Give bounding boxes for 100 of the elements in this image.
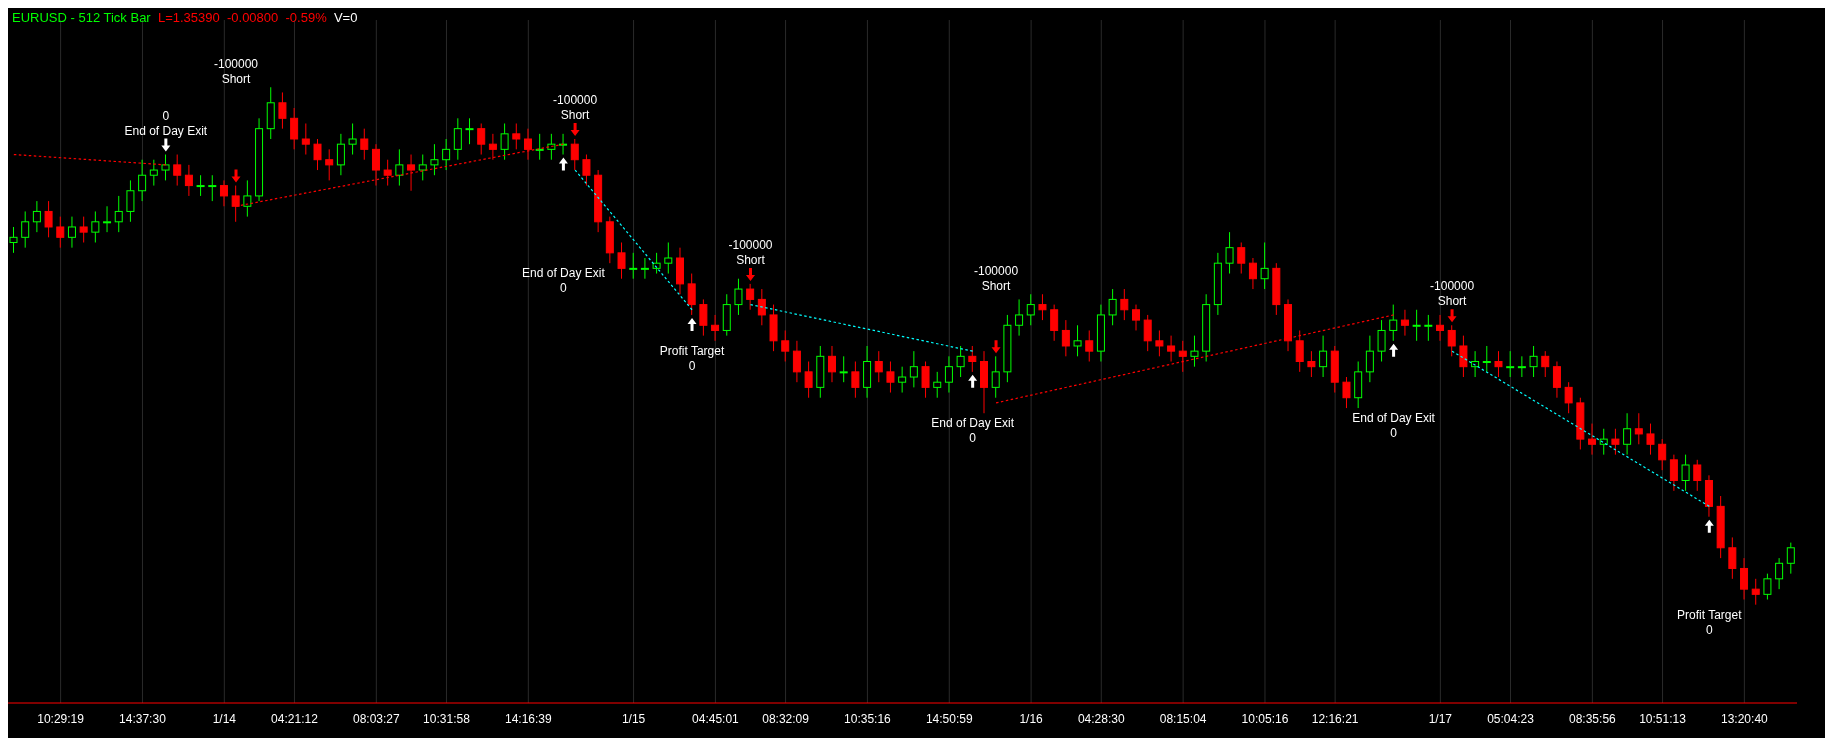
text: V=0 bbox=[332, 10, 358, 25]
candlestick bbox=[640, 257, 649, 280]
annotation: Profit Target 0 bbox=[659, 343, 725, 373]
candlestick bbox=[278, 91, 287, 130]
annotation: -100000 Short bbox=[1430, 279, 1475, 309]
candlestick bbox=[1365, 335, 1374, 383]
candlestick bbox=[1459, 335, 1468, 378]
candlestick bbox=[126, 179, 135, 223]
candlestick bbox=[1681, 454, 1690, 492]
candlestick bbox=[1073, 324, 1082, 357]
candlestick bbox=[1178, 340, 1187, 373]
candlestick bbox=[1225, 231, 1234, 275]
candlestick bbox=[1482, 345, 1491, 373]
x-tick-label: 08:32:09 bbox=[762, 712, 810, 726]
candlestick bbox=[1471, 350, 1480, 378]
candlestick bbox=[1190, 335, 1199, 368]
candlestick bbox=[56, 216, 65, 249]
candlestick bbox=[1143, 314, 1152, 352]
candlestick bbox=[1377, 319, 1386, 362]
chart-subtitle: L=1.35390 -0.00800 -0.59% bbox=[156, 10, 327, 25]
candlestick bbox=[32, 200, 41, 233]
candlestick bbox=[886, 361, 895, 394]
candlestick bbox=[956, 345, 965, 378]
candlestick bbox=[1155, 329, 1164, 357]
candlestick bbox=[103, 205, 112, 233]
candlestick bbox=[1237, 241, 1246, 275]
candlestick bbox=[1693, 459, 1702, 492]
candlestick bbox=[1132, 304, 1141, 331]
x-tick-label: 1/17 bbox=[1428, 712, 1453, 726]
candlestick bbox=[1751, 578, 1760, 606]
x-tick-label: 14:50:59 bbox=[925, 712, 973, 726]
candlestick bbox=[559, 133, 568, 156]
candlestick bbox=[570, 138, 579, 171]
candlestick bbox=[804, 361, 813, 399]
candlestick bbox=[1447, 324, 1456, 357]
candlestick bbox=[184, 164, 193, 197]
candlestick bbox=[1517, 355, 1526, 378]
annotation: End of Day Exit 0 bbox=[522, 266, 606, 296]
x-tick-label: 14:37:30 bbox=[119, 712, 167, 726]
x-tick-label: 04:45:01 bbox=[692, 712, 740, 726]
candlestick bbox=[1400, 309, 1409, 337]
candlestick bbox=[1050, 304, 1059, 342]
candlestick bbox=[21, 210, 30, 249]
candlestick bbox=[290, 107, 299, 150]
candlestick bbox=[1436, 314, 1445, 342]
text: -100000 Short bbox=[213, 57, 259, 87]
x-tick-label: 10:35:16 bbox=[844, 712, 892, 726]
candlestick bbox=[512, 122, 521, 150]
candlestick bbox=[746, 283, 755, 311]
candlestick bbox=[477, 122, 486, 156]
candlestick bbox=[1038, 293, 1047, 321]
candlestick bbox=[1424, 314, 1433, 342]
candlestick bbox=[1646, 423, 1655, 456]
candlestick bbox=[1623, 412, 1632, 456]
candlestick bbox=[465, 117, 474, 145]
candlestick bbox=[196, 174, 205, 197]
candlestick bbox=[944, 355, 953, 394]
candlestick bbox=[933, 371, 942, 399]
x-tick-label: 04:28:30 bbox=[1077, 712, 1125, 726]
candlestick bbox=[1026, 293, 1035, 326]
candlestick bbox=[313, 138, 322, 171]
candlestick bbox=[1669, 454, 1678, 492]
candlestick bbox=[734, 278, 743, 316]
candlestick bbox=[1061, 319, 1070, 357]
candlestick bbox=[91, 210, 100, 243]
candlestick bbox=[687, 273, 696, 316]
x-tick-label: 14:16:39 bbox=[504, 712, 553, 726]
candlestick bbox=[792, 340, 801, 383]
text: Profit Target 0 bbox=[1677, 607, 1743, 637]
candlestick bbox=[781, 329, 790, 362]
candlestick bbox=[1342, 376, 1351, 409]
candlestick bbox=[909, 350, 918, 388]
annotation: End of Day Exit 0 bbox=[1352, 411, 1436, 441]
candlestick bbox=[336, 133, 345, 176]
candlestick bbox=[325, 148, 334, 181]
candlestick bbox=[1389, 304, 1398, 342]
candlestick bbox=[395, 148, 404, 187]
candlestick bbox=[149, 159, 158, 187]
candlestick bbox=[1763, 573, 1772, 601]
candlestick bbox=[1295, 329, 1304, 373]
candlestick bbox=[1611, 428, 1620, 456]
candlestick bbox=[161, 154, 170, 181]
candlestick bbox=[991, 355, 1000, 399]
x-tick-label: 1/16 bbox=[1019, 712, 1044, 726]
candlestick bbox=[67, 216, 76, 249]
candlestick bbox=[418, 154, 427, 181]
candlestick bbox=[839, 355, 848, 383]
candlestick bbox=[114, 195, 123, 233]
candlestick bbox=[1167, 335, 1176, 362]
candlestick bbox=[219, 179, 228, 207]
x-tick-label: 08:03:27 bbox=[352, 712, 400, 726]
candlestick bbox=[1658, 438, 1667, 471]
candlestick bbox=[535, 133, 544, 161]
candlestick bbox=[1319, 335, 1328, 378]
candlestick bbox=[1506, 350, 1515, 378]
candlestick bbox=[851, 361, 860, 399]
candlestick bbox=[582, 154, 591, 187]
candlestick bbox=[1775, 557, 1784, 590]
x-tick-label: 1/15 bbox=[621, 712, 646, 726]
annotation: End of Day Exit 0 bbox=[931, 416, 1015, 446]
